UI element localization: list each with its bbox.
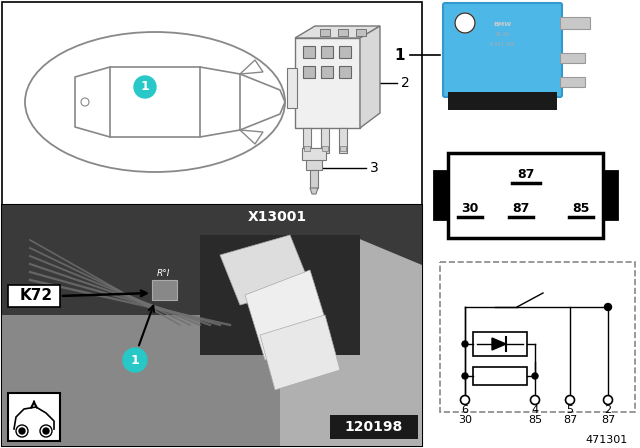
- Text: 1: 1: [394, 47, 405, 63]
- Polygon shape: [220, 235, 310, 305]
- Bar: [330, 415, 418, 439]
- Bar: [448, 92, 557, 110]
- Text: BMW: BMW: [493, 22, 511, 27]
- Text: 87: 87: [517, 168, 534, 181]
- Bar: [428, 148, 623, 248]
- Bar: [339, 66, 351, 78]
- Bar: [8, 393, 60, 441]
- Bar: [356, 29, 366, 36]
- Circle shape: [40, 425, 52, 437]
- Circle shape: [134, 76, 156, 98]
- Bar: [560, 53, 585, 63]
- Text: 30: 30: [461, 202, 479, 215]
- Text: 5: 5: [566, 405, 573, 415]
- Text: K72: K72: [20, 289, 53, 303]
- Circle shape: [531, 396, 540, 405]
- Bar: [306, 148, 322, 170]
- Bar: [303, 46, 315, 58]
- Bar: [560, 17, 590, 29]
- Bar: [340, 146, 346, 151]
- Text: 6: 6: [461, 405, 468, 415]
- Polygon shape: [245, 270, 330, 360]
- Bar: [302, 148, 326, 160]
- Text: X13001: X13001: [248, 210, 307, 224]
- Bar: [320, 29, 330, 36]
- Circle shape: [81, 98, 89, 106]
- Bar: [8, 285, 60, 307]
- Text: 87: 87: [512, 202, 529, 215]
- Circle shape: [605, 303, 611, 310]
- Polygon shape: [240, 60, 263, 74]
- Bar: [560, 77, 585, 87]
- Bar: [321, 128, 329, 153]
- Bar: [321, 66, 333, 78]
- Text: 85: 85: [572, 202, 589, 215]
- Bar: [440, 262, 635, 412]
- Bar: [2, 2, 422, 205]
- Bar: [321, 46, 333, 58]
- Bar: [2, 205, 422, 446]
- Bar: [473, 332, 527, 356]
- Text: 4: 4: [531, 405, 539, 415]
- Text: 1: 1: [131, 353, 140, 366]
- Circle shape: [19, 428, 25, 434]
- Text: 6 921 385: 6 921 385: [490, 43, 515, 47]
- Bar: [295, 38, 360, 128]
- Bar: [200, 235, 360, 355]
- Bar: [2, 285, 422, 446]
- Bar: [430, 2, 630, 132]
- Bar: [603, 171, 617, 219]
- Text: 2: 2: [604, 405, 612, 415]
- Polygon shape: [360, 26, 380, 128]
- Text: 1: 1: [141, 81, 149, 94]
- Text: 471301: 471301: [586, 435, 628, 445]
- Circle shape: [462, 341, 468, 347]
- Text: 3: 3: [370, 161, 379, 175]
- Polygon shape: [492, 338, 506, 350]
- Bar: [473, 367, 527, 385]
- Circle shape: [43, 428, 49, 434]
- Polygon shape: [260, 315, 340, 390]
- Text: R°I: R°I: [156, 268, 170, 277]
- Bar: [152, 280, 177, 300]
- Text: 87: 87: [563, 415, 577, 425]
- Ellipse shape: [25, 32, 285, 172]
- Bar: [339, 46, 351, 58]
- Bar: [304, 146, 310, 151]
- Circle shape: [566, 396, 575, 405]
- Text: 87: 87: [601, 415, 615, 425]
- Circle shape: [532, 373, 538, 379]
- Text: 120198: 120198: [345, 420, 403, 434]
- Bar: [2, 205, 422, 315]
- Bar: [448, 153, 603, 238]
- Polygon shape: [280, 235, 422, 446]
- Circle shape: [461, 396, 470, 405]
- Polygon shape: [240, 130, 263, 144]
- Bar: [435, 257, 640, 437]
- Text: 85: 85: [528, 415, 542, 425]
- Bar: [310, 170, 318, 188]
- Bar: [303, 128, 311, 153]
- Text: 30: 30: [458, 415, 472, 425]
- Circle shape: [604, 396, 612, 405]
- Bar: [338, 29, 348, 36]
- Circle shape: [16, 425, 28, 437]
- Text: 61.36: 61.36: [495, 33, 509, 38]
- Bar: [434, 171, 448, 219]
- Circle shape: [462, 373, 468, 379]
- Polygon shape: [295, 26, 380, 38]
- Bar: [287, 68, 297, 108]
- Bar: [322, 146, 328, 151]
- Bar: [303, 66, 315, 78]
- FancyBboxPatch shape: [443, 3, 562, 97]
- Text: 2: 2: [401, 76, 410, 90]
- Bar: [339, 128, 347, 153]
- Circle shape: [455, 13, 475, 33]
- Circle shape: [123, 348, 147, 372]
- Polygon shape: [310, 188, 318, 194]
